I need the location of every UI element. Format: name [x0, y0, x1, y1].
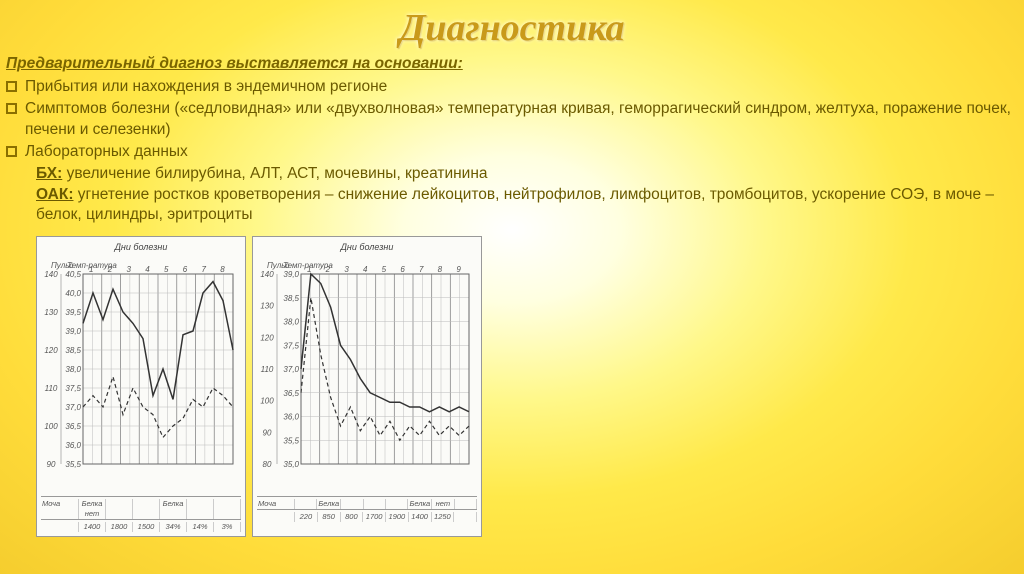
svg-text:3: 3 — [127, 265, 132, 274]
svg-text:38,5: 38,5 — [65, 346, 81, 355]
svg-text:38,5: 38,5 — [283, 293, 299, 302]
bullet-icon — [6, 81, 17, 92]
svg-text:36,0: 36,0 — [283, 412, 299, 421]
svg-text:39,0: 39,0 — [283, 270, 299, 279]
svg-text:9: 9 — [456, 265, 461, 274]
svg-text:140: 140 — [260, 270, 274, 279]
svg-text:100: 100 — [260, 396, 274, 405]
lab-bh-line: БХ: увеличение билирубина, АЛТ, АСТ, моч… — [36, 164, 1018, 185]
svg-text:120: 120 — [260, 333, 274, 342]
temperature-chart-1: Дни болезниПульсТемп-ратура1234567835,53… — [36, 236, 246, 537]
svg-text:35,0: 35,0 — [283, 460, 299, 469]
svg-text:6: 6 — [400, 265, 405, 274]
svg-text:90: 90 — [47, 460, 56, 469]
svg-text:35,5: 35,5 — [283, 436, 299, 445]
svg-text:4: 4 — [363, 265, 368, 274]
subtitle: Предварительный диагноз выставляется на … — [6, 54, 1018, 75]
lab-bh-text: увеличение билирубина, АЛТ, АСТ, мочевин… — [62, 165, 487, 182]
lab-oak-line: ОАК: угнетение ростков кроветворения – с… — [36, 185, 1018, 227]
bullet-icon — [6, 146, 17, 157]
slide-title: Диагностика — [0, 0, 1024, 54]
svg-text:39,0: 39,0 — [65, 327, 81, 336]
svg-text:40,5: 40,5 — [65, 270, 81, 279]
svg-text:110: 110 — [261, 365, 274, 374]
svg-text:130: 130 — [260, 301, 274, 310]
svg-text:38,0: 38,0 — [283, 317, 299, 326]
svg-text:6: 6 — [183, 265, 188, 274]
bullet-item: Прибытия или нахождения в эндемичном рег… — [6, 77, 1018, 98]
svg-text:5: 5 — [164, 265, 169, 274]
svg-text:36,5: 36,5 — [283, 388, 299, 397]
svg-text:37,5: 37,5 — [65, 384, 81, 393]
lab-bh-label: БХ: — [36, 165, 62, 182]
svg-text:140: 140 — [44, 270, 58, 279]
svg-text:130: 130 — [44, 308, 58, 317]
svg-text:120: 120 — [44, 346, 58, 355]
bullet-icon — [6, 103, 17, 114]
svg-text:36,5: 36,5 — [65, 422, 81, 431]
svg-text:36,0: 36,0 — [65, 441, 81, 450]
bullet-item: Симптомов болезни («седловидная» или «дв… — [6, 99, 1018, 141]
svg-text:8: 8 — [438, 265, 443, 274]
bullet-text: Лабораторных данных — [25, 142, 1018, 163]
svg-text:1: 1 — [89, 265, 93, 274]
svg-text:110: 110 — [45, 384, 58, 393]
svg-text:4: 4 — [145, 265, 150, 274]
svg-text:5: 5 — [382, 265, 387, 274]
svg-text:37,0: 37,0 — [65, 403, 81, 412]
svg-text:37,0: 37,0 — [283, 365, 299, 374]
charts-container: Дни болезниПульсТемп-ратура1234567835,53… — [36, 236, 1018, 537]
svg-text:38,0: 38,0 — [65, 365, 81, 374]
svg-text:90: 90 — [263, 428, 272, 437]
svg-text:8: 8 — [220, 265, 225, 274]
svg-text:80: 80 — [263, 460, 272, 469]
bullet-text: Симптомов болезни («седловидная» или «дв… — [25, 99, 1018, 141]
svg-text:2: 2 — [107, 265, 113, 274]
svg-text:7: 7 — [202, 265, 207, 274]
svg-text:7: 7 — [419, 265, 424, 274]
bullet-text: Прибытия или нахождения в эндемичном рег… — [25, 77, 1018, 98]
svg-text:2: 2 — [325, 265, 331, 274]
svg-text:40,0: 40,0 — [65, 289, 81, 298]
temperature-chart-2: Дни болезниПульсТемп-ратура12345678935,0… — [252, 236, 482, 537]
svg-text:100: 100 — [44, 422, 58, 431]
content-area: Предварительный диагноз выставляется на … — [0, 54, 1024, 537]
svg-text:37,5: 37,5 — [283, 341, 299, 350]
lab-oak-label: ОАК: — [36, 186, 74, 203]
svg-text:35,5: 35,5 — [65, 460, 81, 469]
bullet-item: Лабораторных данных — [6, 142, 1018, 163]
lab-oak-text: угнетение ростков кроветворения – снижен… — [36, 186, 994, 224]
svg-text:1: 1 — [307, 265, 311, 274]
svg-text:3: 3 — [344, 265, 349, 274]
svg-text:39,5: 39,5 — [65, 308, 81, 317]
